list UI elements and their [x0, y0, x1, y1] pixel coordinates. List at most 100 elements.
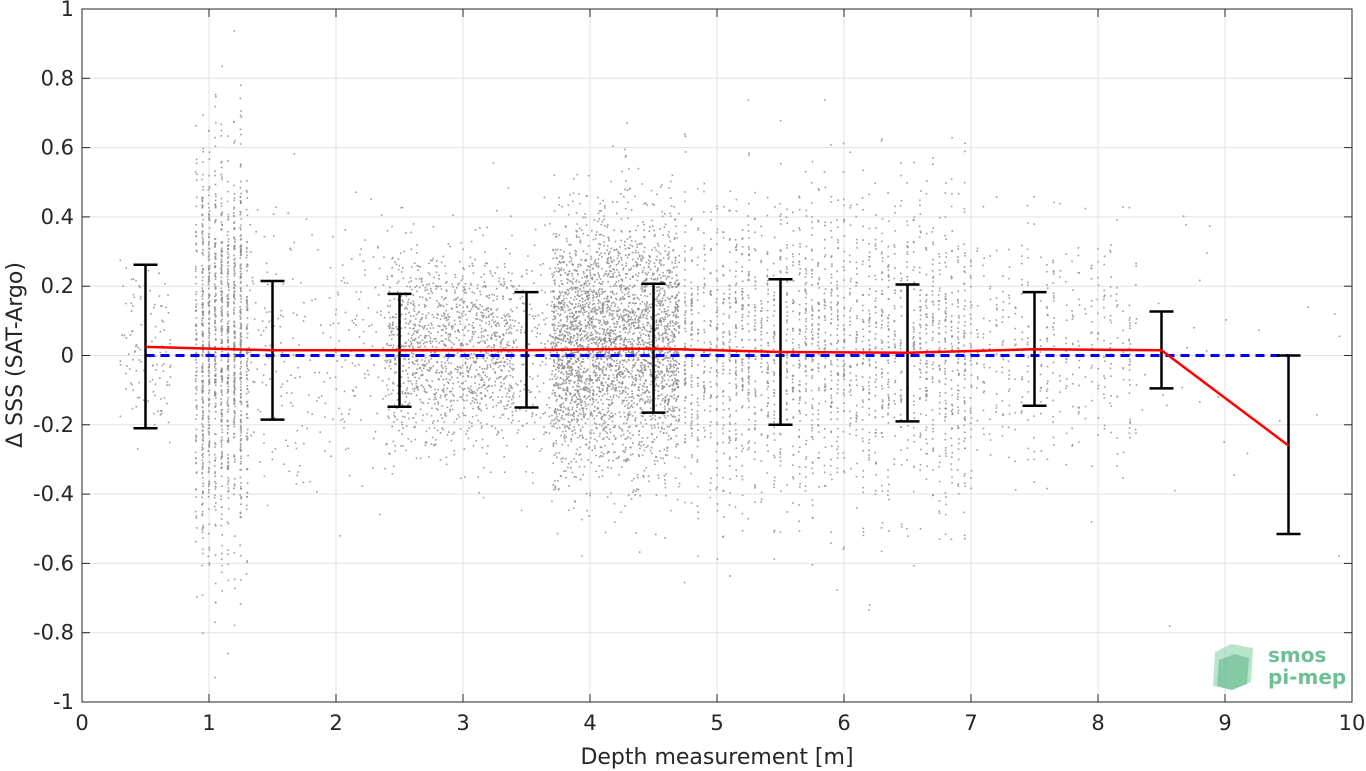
scatter-point — [196, 385, 198, 388]
scatter-point — [295, 447, 298, 450]
scatter-point — [560, 359, 563, 362]
scatter-point — [195, 436, 198, 439]
scatter-point — [226, 432, 229, 435]
scatter-point — [616, 352, 619, 354]
scatter-point — [410, 392, 412, 395]
scatter-point — [389, 367, 392, 370]
scatter-point — [240, 449, 242, 451]
scatter-point — [416, 264, 418, 267]
scatter-point — [227, 490, 229, 493]
scatter-point — [389, 299, 391, 302]
scatter-point — [394, 444, 397, 447]
scatter-point — [239, 356, 242, 359]
scatter-point — [605, 273, 607, 275]
scatter-point — [445, 415, 447, 417]
scatter-point — [201, 243, 204, 246]
scatter-point — [464, 327, 466, 329]
scatter-point — [640, 371, 643, 374]
scatter-point — [201, 490, 204, 493]
scatter-point — [281, 404, 283, 407]
scatter-point — [444, 370, 447, 373]
scatter-point — [489, 272, 492, 275]
scatter-point — [227, 441, 230, 444]
scatter-point — [239, 350, 242, 353]
scatter-point — [387, 378, 390, 380]
scatter-point — [227, 320, 230, 323]
scatter-point — [319, 431, 321, 433]
scatter-point — [437, 325, 440, 327]
scatter-point — [239, 246, 242, 248]
scatter-point — [437, 306, 439, 308]
scatter-point — [627, 268, 630, 271]
scatter-point — [675, 398, 678, 401]
scatter-point — [256, 208, 259, 211]
scatter-point — [202, 276, 204, 278]
scatter-point — [628, 295, 631, 298]
scatter-point — [566, 425, 568, 428]
scatter-point — [639, 379, 642, 381]
scatter-point — [511, 369, 514, 371]
scatter-point — [619, 511, 622, 513]
scatter-point — [195, 333, 198, 336]
scatter-point — [226, 341, 229, 344]
scatter-point — [672, 285, 674, 288]
scatter-point — [208, 382, 211, 385]
scatter-point — [208, 389, 211, 392]
scatter-point — [574, 340, 577, 342]
scatter-point — [558, 290, 561, 293]
scatter-point — [240, 426, 242, 428]
scatter-point — [658, 289, 661, 292]
scatter-point — [466, 399, 468, 402]
scatter-point — [195, 392, 197, 395]
scatter-point — [567, 420, 570, 423]
scatter-point — [220, 212, 223, 215]
scatter-point — [614, 451, 616, 453]
scatter-point — [269, 378, 271, 380]
scatter-point — [603, 225, 606, 227]
scatter-point — [214, 523, 217, 526]
scatter-point — [555, 249, 557, 251]
scatter-point — [469, 357, 472, 359]
scatter-point — [668, 363, 670, 366]
scatter-point — [426, 328, 428, 330]
scatter-point — [154, 303, 156, 306]
scatter-point — [555, 422, 557, 424]
scatter-point — [410, 440, 413, 443]
scatter-point — [494, 380, 496, 383]
scatter-point — [208, 405, 210, 407]
scatter-point — [208, 312, 210, 315]
scatter-point — [505, 286, 508, 289]
scatter-point — [571, 312, 574, 315]
scatter-point — [473, 292, 476, 294]
scatter-point — [447, 339, 450, 341]
scatter-point — [201, 366, 204, 368]
scatter-point — [454, 330, 457, 333]
scatter-point — [240, 295, 242, 298]
scatter-point — [201, 334, 204, 337]
scatter-point — [480, 377, 483, 379]
scatter-point — [503, 365, 506, 368]
scatter-point — [626, 457, 629, 460]
scatter-point — [410, 342, 413, 345]
scatter-point — [576, 336, 579, 339]
scatter-point — [202, 205, 204, 207]
scatter-point — [233, 324, 235, 326]
scatter-point — [280, 386, 283, 388]
scatter-point — [214, 582, 217, 585]
scatter-point — [214, 345, 216, 348]
scatter-point — [587, 174, 590, 177]
scatter-point — [220, 267, 222, 269]
scatter-point — [487, 445, 489, 447]
scatter-point — [602, 310, 605, 312]
scatter-point — [448, 322, 451, 324]
scatter-point — [477, 405, 480, 408]
scatter-point — [214, 402, 217, 405]
scatter-point — [213, 453, 216, 456]
scatter-point — [614, 283, 617, 285]
scatter-point — [651, 203, 654, 205]
scatter-point — [675, 352, 677, 354]
scatter-point — [468, 388, 471, 390]
scatter-point — [571, 288, 573, 291]
scatter-point — [239, 309, 241, 312]
scatter-point — [614, 329, 616, 332]
